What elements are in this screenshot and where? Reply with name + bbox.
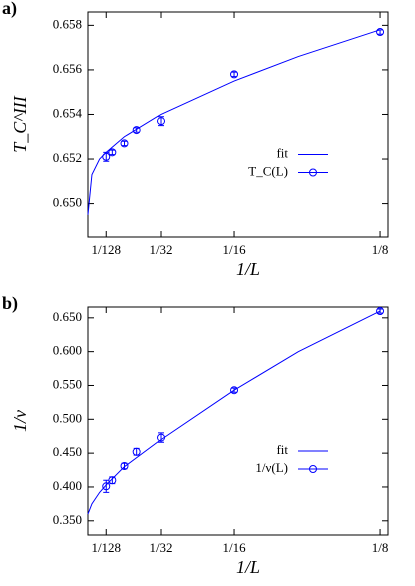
y-tick-label: 0.654: [53, 105, 83, 120]
x-tick-label: 1/128: [91, 242, 121, 257]
y-tick-label: 0.656: [53, 61, 83, 76]
x-tick-label: 1/8: [372, 540, 389, 555]
y-tick-label: 0.650: [53, 309, 82, 324]
panel-label: a): [2, 0, 17, 19]
data-point: [120, 139, 129, 148]
data-point: [376, 307, 385, 316]
data-point: [108, 476, 117, 485]
data-point: [157, 117, 166, 126]
plot-frame: [87, 11, 389, 238]
error-bar: [103, 151, 110, 162]
legend-marker: [309, 465, 317, 473]
y-tick-label: 0.500: [53, 410, 82, 425]
y-tick-label: 0.550: [53, 376, 82, 391]
error-bar: [121, 140, 128, 147]
y-tick-label: 0.658: [53, 16, 82, 31]
data-point: [132, 447, 141, 456]
error-bar: [109, 149, 116, 156]
data-point: [102, 482, 111, 491]
plot-frame: [87, 306, 389, 536]
data-point: [230, 386, 239, 395]
legend-label: fit: [276, 145, 288, 160]
data-point: [108, 148, 117, 157]
legend-label: T_C(L): [248, 163, 288, 178]
x-tick-label: 1/32: [149, 242, 172, 257]
error-bar: [121, 462, 128, 470]
y-axis-label: 1/ν: [10, 410, 30, 432]
fit-line: [87, 29, 381, 215]
x-axis-label: 1/L: [236, 557, 260, 577]
y-tick-label: 0.652: [53, 150, 82, 165]
x-axis-label: 1/L: [236, 259, 260, 279]
y-tick-label: 0.600: [53, 343, 82, 358]
y-axis-label: T_C^III: [10, 95, 30, 153]
data-point: [157, 433, 166, 442]
fit-line: [87, 310, 381, 515]
legend-marker: [309, 168, 317, 177]
error-bar: [158, 116, 165, 127]
legend-label: 1/ν(L): [255, 460, 288, 475]
legend-label: fit: [276, 442, 288, 457]
x-tick-label: 1/128: [91, 540, 121, 555]
y-tick-label: 0.450: [53, 444, 82, 459]
x-tick-label: 1/32: [149, 540, 172, 555]
y-tick-label: 0.400: [53, 478, 82, 493]
error-bar: [133, 127, 140, 133]
error-bar: [231, 71, 238, 78]
x-tick-label: 1/8: [372, 242, 389, 257]
error-bar: [231, 387, 238, 393]
x-tick-label: 1/16: [222, 242, 246, 257]
data-point: [102, 152, 111, 161]
error-bar: [377, 29, 384, 35]
data-point: [120, 461, 129, 470]
error-bar: [103, 479, 110, 493]
y-tick-label: 0.650: [53, 195, 82, 210]
y-tick-label: 0.350: [53, 512, 82, 527]
data-point: [376, 28, 385, 37]
data-point: [132, 126, 141, 135]
x-tick-label: 1/16: [222, 540, 246, 555]
error-bar: [377, 308, 384, 314]
panel-label: b): [2, 293, 18, 314]
data-point: [230, 70, 239, 79]
